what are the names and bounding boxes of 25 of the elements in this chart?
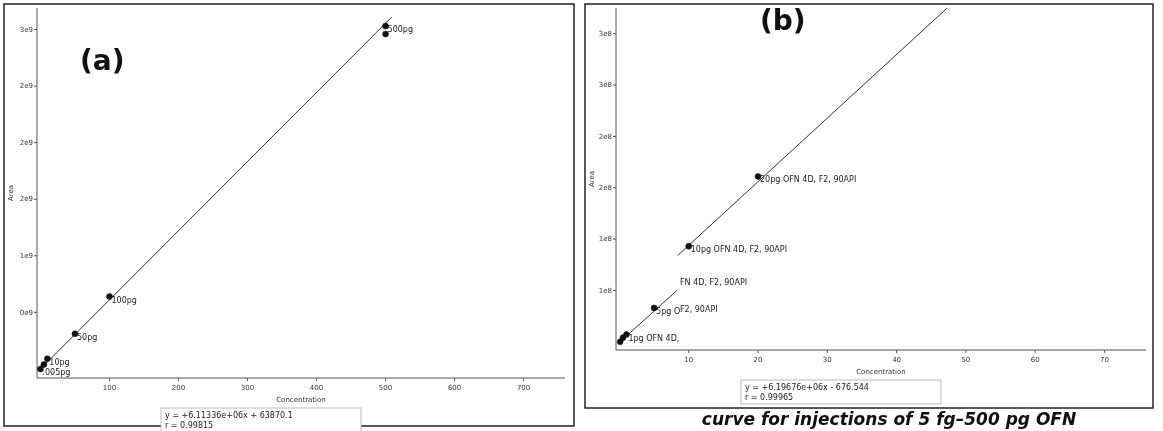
annotation: 50pg (76, 332, 98, 342)
point (44, 355, 51, 363)
annotation: 10pg (49, 357, 70, 367)
chart-title: (b) (760, 4, 806, 37)
text: y = +6.11336e+06x + 63870.1 (165, 411, 293, 420)
annotation: 500pg (387, 25, 413, 35)
point (382, 22, 389, 30)
point (40, 361, 48, 368)
point (106, 293, 113, 300)
text: y = +6.19676e+06x - 676.544 (745, 383, 869, 392)
text: r = 0.99965 (745, 393, 794, 402)
point (623, 331, 630, 338)
annotation: 1pg OFN 4D, (628, 333, 680, 343)
annotation: F2, 90API (680, 305, 718, 314)
point (37, 365, 44, 373)
annotation: 5pg O (656, 306, 681, 316)
text: (a) (80, 44, 125, 77)
annotation: 20pg OFN 4D, F2, 90API (760, 175, 857, 185)
annotation: 10pg OFN 4D, F2, 90API (690, 245, 788, 255)
annotation: FN 4D, F2, 90API (680, 278, 748, 287)
point (382, 30, 389, 38)
text: r = 0.99815 (165, 421, 214, 430)
annotation: .005pg (42, 367, 71, 377)
annotation: 100pg (111, 295, 137, 305)
text: curve for injections of 5 fg–500 pg OFN (701, 409, 1077, 429)
